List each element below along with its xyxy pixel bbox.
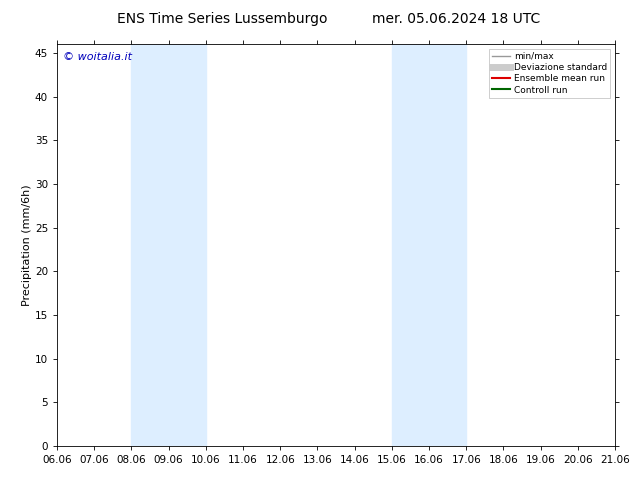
Y-axis label: Precipitation (mm/6h): Precipitation (mm/6h) (22, 184, 32, 306)
Bar (392, 44, 466, 446)
Text: mer. 05.06.2024 18 UTC: mer. 05.06.2024 18 UTC (372, 12, 541, 26)
Text: ENS Time Series Lussemburgo: ENS Time Series Lussemburgo (117, 12, 327, 26)
Text: © woitalia.it: © woitalia.it (63, 52, 132, 62)
Bar (131, 44, 206, 446)
Legend: min/max, Deviazione standard, Ensemble mean run, Controll run: min/max, Deviazione standard, Ensemble m… (489, 49, 611, 98)
